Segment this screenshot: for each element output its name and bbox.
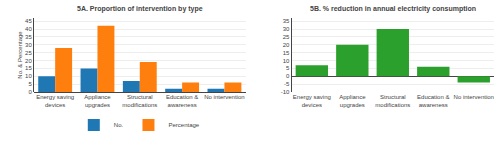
svg-text:30: 30 bbox=[25, 42, 32, 48]
svg-text:25: 25 bbox=[283, 34, 290, 40]
svg-text:Applianceupgrades: Applianceupgrades bbox=[339, 94, 366, 108]
svg-text:-5: -5 bbox=[284, 81, 290, 87]
svg-text:Energy savingdevices: Energy savingdevices bbox=[293, 94, 331, 108]
svg-text:Energy savingdevices: Energy savingdevices bbox=[36, 94, 74, 108]
svg-text:Education &awareness: Education &awareness bbox=[166, 94, 198, 108]
svg-text:35: 35 bbox=[283, 18, 290, 24]
svg-text:Structuralmodifications: Structuralmodifications bbox=[122, 94, 157, 108]
svg-text:10: 10 bbox=[25, 73, 32, 79]
svg-text:15: 15 bbox=[25, 65, 32, 71]
svg-text:10: 10 bbox=[283, 58, 290, 64]
svg-text:No intervention: No intervention bbox=[204, 94, 244, 100]
svg-text:No intervention: No intervention bbox=[454, 94, 494, 100]
svg-text:40: 40 bbox=[25, 26, 32, 32]
svg-text:0: 0 bbox=[28, 89, 32, 95]
svg-text:No. & Percentage: No. & Percentage bbox=[17, 31, 23, 79]
svg-text:0: 0 bbox=[286, 73, 290, 79]
svg-text:5A. Proportion of intervention: 5A. Proportion of intervention by type bbox=[77, 5, 203, 13]
svg-text:Education &awareness: Education &awareness bbox=[417, 94, 449, 108]
svg-text:No.: No. bbox=[114, 122, 124, 128]
svg-text:Structuralmodifications: Structuralmodifications bbox=[375, 94, 410, 108]
svg-text:5: 5 bbox=[28, 81, 32, 87]
svg-text:5B. % reduction in annual elec: 5B. % reduction in annual electricity co… bbox=[310, 5, 476, 13]
svg-text:45: 45 bbox=[25, 18, 32, 24]
svg-text:5: 5 bbox=[286, 65, 290, 71]
svg-text:25: 25 bbox=[25, 50, 32, 56]
svg-text:20: 20 bbox=[25, 58, 32, 64]
svg-text:35: 35 bbox=[25, 34, 32, 40]
svg-text:30: 30 bbox=[283, 26, 290, 32]
svg-text:Applianceupgrades: Applianceupgrades bbox=[84, 94, 111, 108]
svg-text:15: 15 bbox=[283, 50, 290, 56]
svg-text:Percentage: Percentage bbox=[168, 122, 199, 128]
svg-text:20: 20 bbox=[283, 42, 290, 48]
svg-text:-10: -10 bbox=[281, 89, 290, 95]
